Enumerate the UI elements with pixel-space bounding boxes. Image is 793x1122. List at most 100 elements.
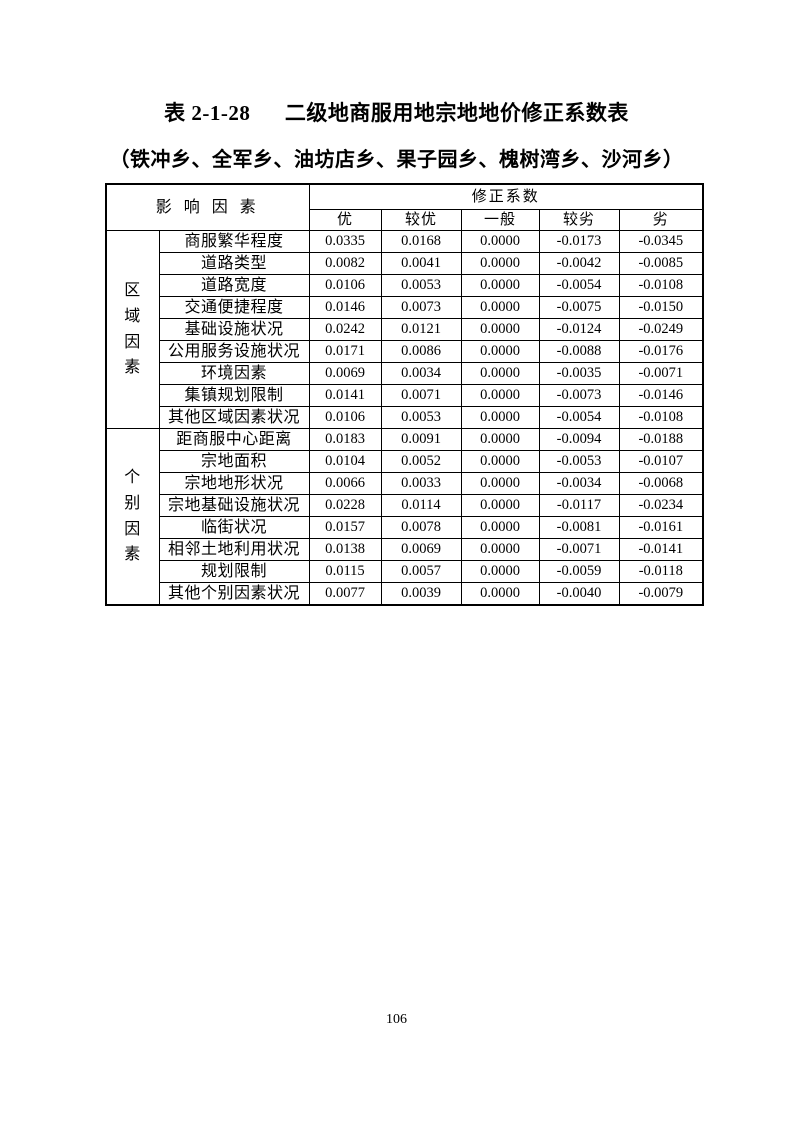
value-cell: -0.0176 <box>618 340 704 363</box>
value-cell: -0.0035 <box>538 362 620 385</box>
factor-cell: 道路类型 <box>158 252 310 275</box>
value-cell: 0.0157 <box>308 516 382 539</box>
value-cell: 0.0171 <box>308 340 382 363</box>
value-cell: 0.0071 <box>380 384 462 407</box>
value-cell: 0.0168 <box>380 230 462 253</box>
value-cell: 0.0078 <box>380 516 462 539</box>
value-cell: 0.0000 <box>460 362 540 385</box>
coef-header-cell: 修正系数 <box>308 183 704 210</box>
table-row: 交通便捷程度 0.0146 0.0073 0.0000 -0.0075 -0.0… <box>106 296 704 319</box>
value-cell: 0.0104 <box>308 450 382 473</box>
value-cell: 0.0069 <box>380 538 462 561</box>
value-cell: 0.0335 <box>308 230 382 253</box>
value-cell: 0.0039 <box>380 582 462 606</box>
value-cell: -0.0150 <box>618 296 704 319</box>
value-cell: 0.0000 <box>460 538 540 561</box>
page-number: 106 <box>386 1012 407 1027</box>
group-cell-individual: 个别因素 <box>105 428 160 606</box>
table-row: 宗地面积 0.0104 0.0052 0.0000 -0.0053 -0.010… <box>106 450 704 473</box>
table-row: 规划限制 0.0115 0.0057 0.0000 -0.0059 -0.011… <box>106 560 704 583</box>
value-cell: -0.0108 <box>618 274 704 297</box>
factor-cell: 宗地基础设施状况 <box>158 494 310 517</box>
value-cell: -0.0054 <box>538 274 620 297</box>
level-header-jiaoyou: 较优 <box>380 209 462 231</box>
factor-cell: 其他个别因素状况 <box>158 582 310 606</box>
table-row: 道路宽度 0.0106 0.0053 0.0000 -0.0054 -0.010… <box>106 274 704 297</box>
correction-coefficient-table: 影 响 因 素 修正系数 优 较优 一般 较劣 劣 区域因素 商服繁华程度 0.… <box>105 183 705 606</box>
value-cell: 0.0086 <box>380 340 462 363</box>
value-cell: 0.0052 <box>380 450 462 473</box>
factor-cell: 临街状况 <box>158 516 310 539</box>
value-cell: 0.0082 <box>308 252 382 275</box>
table-row: 临街状况 0.0157 0.0078 0.0000 -0.0081 -0.016… <box>106 516 704 539</box>
value-cell: -0.0079 <box>618 582 704 606</box>
value-cell: 0.0000 <box>460 230 540 253</box>
value-cell: 0.0115 <box>308 560 382 583</box>
table-row: 道路类型 0.0082 0.0041 0.0000 -0.0042 -0.008… <box>106 252 704 275</box>
value-cell: 0.0066 <box>308 472 382 495</box>
value-cell: -0.0108 <box>618 406 704 429</box>
page-title: 表 2-1-28 二级地商服用地宗地地价修正系数表 <box>164 101 629 125</box>
factor-cell: 集镇规划限制 <box>158 384 310 407</box>
value-cell: -0.0073 <box>538 384 620 407</box>
value-cell: -0.0188 <box>618 428 704 451</box>
factor-cell: 宗地地形状况 <box>158 472 310 495</box>
value-cell: 0.0242 <box>308 318 382 341</box>
factor-cell: 公用服务设施状况 <box>158 340 310 363</box>
table-row: 其他个别因素状况 0.0077 0.0039 0.0000 -0.0040 -0… <box>106 582 704 606</box>
value-cell: 0.0000 <box>460 516 540 539</box>
value-cell: -0.0249 <box>618 318 704 341</box>
group-label: 个别因素 <box>124 469 142 564</box>
value-cell: -0.0117 <box>538 494 620 517</box>
value-cell: 0.0053 <box>380 406 462 429</box>
factor-cell: 道路宽度 <box>158 274 310 297</box>
value-cell: 0.0000 <box>460 494 540 517</box>
page-subtitle: （铁冲乡、全军乡、油坊店乡、果子园乡、槐树湾乡、沙河乡） <box>109 149 684 171</box>
value-cell: 0.0057 <box>380 560 462 583</box>
value-cell: -0.0173 <box>538 230 620 253</box>
value-cell: -0.0118 <box>618 560 704 583</box>
value-cell: -0.0059 <box>538 560 620 583</box>
table-row: 区域因素 商服繁华程度 0.0335 0.0168 0.0000 -0.0173… <box>105 230 704 429</box>
table-header-row-1: 影 响 因 素 修正系数 <box>105 183 704 231</box>
table-row: 个别因素 距商服中心距离 0.0183 0.0091 0.0000 -0.009… <box>105 428 704 606</box>
value-cell: -0.0053 <box>538 450 620 473</box>
value-cell: -0.0161 <box>618 516 704 539</box>
table-row: 基础设施状况 0.0242 0.0121 0.0000 -0.0124 -0.0… <box>106 318 704 341</box>
value-cell: 0.0228 <box>308 494 382 517</box>
table-row: 环境因素 0.0069 0.0034 0.0000 -0.0035 -0.007… <box>106 362 704 385</box>
value-cell: 0.0033 <box>380 472 462 495</box>
value-cell: 0.0114 <box>380 494 462 517</box>
table-row: 集镇规划限制 0.0141 0.0071 0.0000 -0.0073 -0.0… <box>106 384 704 407</box>
value-cell: 0.0000 <box>460 428 540 451</box>
value-cell: -0.0141 <box>618 538 704 561</box>
table-row: 其他区域因素状况 0.0106 0.0053 0.0000 -0.0054 -0… <box>106 406 704 429</box>
value-cell: 0.0000 <box>460 296 540 319</box>
value-cell: -0.0054 <box>538 406 620 429</box>
value-cell: 0.0077 <box>308 582 382 606</box>
value-cell: -0.0068 <box>618 472 704 495</box>
factor-cell: 规划限制 <box>158 560 310 583</box>
value-cell: 0.0000 <box>460 274 540 297</box>
factor-cell: 距商服中心距离 <box>158 428 310 451</box>
table-row: 宗地地形状况 0.0066 0.0033 0.0000 -0.0034 -0.0… <box>106 472 704 495</box>
value-cell: -0.0088 <box>538 340 620 363</box>
value-cell: 0.0183 <box>308 428 382 451</box>
value-cell: -0.0081 <box>538 516 620 539</box>
level-header-yiban: 一般 <box>460 209 540 231</box>
value-cell: 0.0138 <box>308 538 382 561</box>
value-cell: 0.0053 <box>380 274 462 297</box>
value-cell: 0.0041 <box>380 252 462 275</box>
value-cell: -0.0085 <box>618 252 704 275</box>
factor-cell: 基础设施状况 <box>158 318 310 341</box>
value-cell: -0.0146 <box>618 384 704 407</box>
value-cell: 0.0000 <box>460 582 540 606</box>
value-cell: 0.0073 <box>380 296 462 319</box>
value-cell: 0.0106 <box>308 274 382 297</box>
table-row: 公用服务设施状况 0.0171 0.0086 0.0000 -0.0088 -0… <box>106 340 704 363</box>
group-cell-regional: 区域因素 <box>105 230 160 429</box>
value-cell: 0.0000 <box>460 560 540 583</box>
value-cell: -0.0034 <box>538 472 620 495</box>
value-cell: 0.0106 <box>308 406 382 429</box>
value-cell: 0.0000 <box>460 450 540 473</box>
